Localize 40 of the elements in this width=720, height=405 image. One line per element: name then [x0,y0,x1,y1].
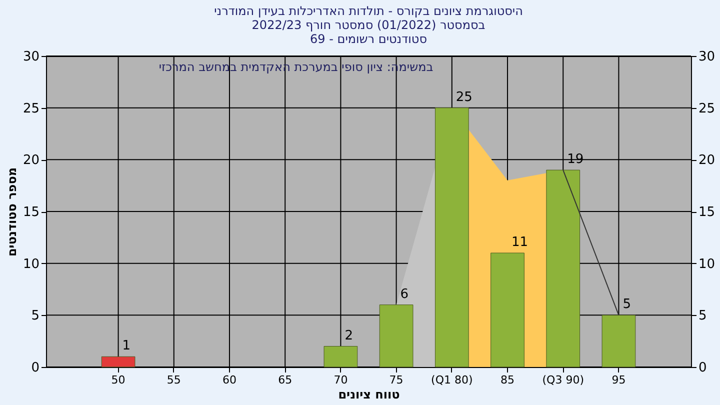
y2-tick-label: 5 [698,308,707,324]
y2-tick-label: 20 [698,153,716,168]
y2-tick-label: 15 [698,205,716,220]
text: היסטוגרמת ציונים בקורס - תולדות האדריכלות בעידן המודרני [214,4,523,18]
x-axis-title: טווח ציונים [338,388,400,402]
y-tick-label: 25 [22,101,40,116]
x-tick-label: 50 [111,374,126,386]
x-tick-label: 65 [278,374,292,386]
y2-tick-label: 10 [698,256,716,272]
y-tick-label: 0 [31,360,40,376]
x-tick-label: 85 [500,374,515,386]
data-label: 6 [400,286,409,302]
x-tick-label: 70 [334,374,348,386]
x-tick-label: 55 [166,374,181,386]
data-label: 1 [122,338,131,354]
text: סטודנטים רשומים - 69 [310,32,428,46]
y-tick-label: 15 [22,205,40,220]
bar [101,356,136,368]
data-label: 5 [622,297,631,312]
x-tick-label: (Q3 90) [542,374,584,386]
y2-tick-label: 30 [698,50,716,64]
text: בסמסטר (01/2022) סמסטר חורף 2022/23 [252,18,486,32]
y2-tick-label: 25 [698,101,716,116]
data-label: 11 [512,234,528,250]
bar [324,346,358,368]
data-label: 25 [456,90,472,105]
x-tick-label: 95 [612,374,626,386]
x-tick-label: 60 [222,374,236,386]
y-tick-label: 20 [22,153,40,168]
y2-tick-label: 0 [698,360,707,376]
y-tick-label: 5 [31,308,40,324]
x-tick-label: 75 [389,374,404,386]
x-tick-label: (Q1 80) [431,374,473,386]
bar [490,252,524,368]
y-tick-label: 30 [22,50,40,64]
y-tick-label: 10 [22,256,40,272]
data-label: 2 [344,328,353,344]
bar [379,304,414,368]
bar [602,314,636,368]
y-axis-title: מספר סטודנטים [4,167,19,257]
